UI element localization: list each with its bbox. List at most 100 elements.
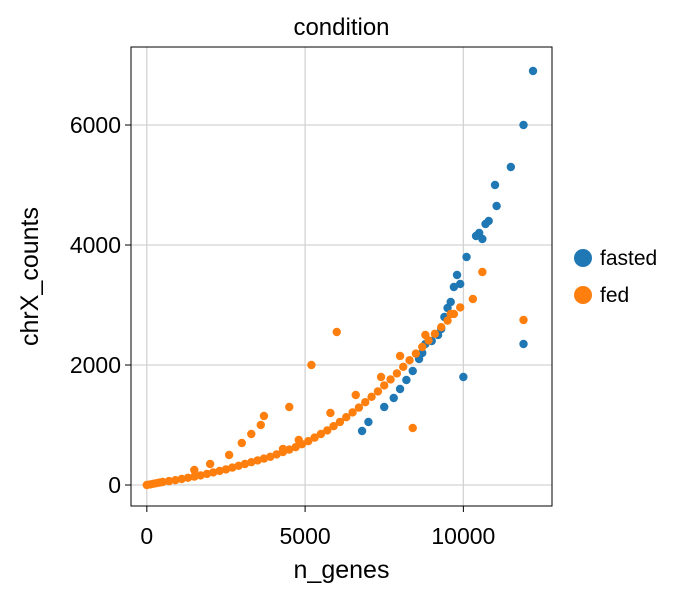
- point-fasted: [471, 231, 481, 241]
- legend-label-fed: fed: [600, 284, 629, 307]
- point-fed: [405, 356, 414, 365]
- point-fed: [307, 360, 316, 370]
- point-fed: [202, 469, 212, 479]
- point-fasted: [449, 282, 459, 292]
- point-fed: [205, 459, 215, 469]
- x-tick-label: 5000: [280, 523, 331, 549]
- point-fed: [446, 309, 455, 319]
- point-fed: [437, 323, 446, 332]
- point-fasted: [506, 162, 516, 172]
- series-fed: [142, 267, 528, 490]
- point-fed: [294, 435, 303, 445]
- point-fed: [373, 387, 383, 396]
- point-fed: [234, 461, 243, 470]
- point-fed: [519, 315, 528, 325]
- y-tick-label: 4000: [70, 232, 121, 258]
- point-fed: [190, 465, 199, 475]
- point-fed: [361, 398, 370, 407]
- point-fed: [310, 433, 319, 442]
- point-fed: [348, 408, 357, 417]
- point-fasted: [364, 417, 373, 427]
- series-fasted: [357, 66, 538, 436]
- point-fed: [376, 372, 386, 382]
- point-fed: [430, 329, 440, 338]
- point-fed: [266, 452, 275, 461]
- points-layer: [142, 66, 538, 490]
- chart-title: condition: [293, 14, 389, 41]
- y-tick-label: 0: [108, 472, 121, 498]
- point-fed: [171, 476, 180, 485]
- point-fed: [380, 381, 389, 390]
- point-fed: [272, 450, 281, 459]
- point-fed: [468, 294, 478, 304]
- point-fed: [386, 375, 395, 384]
- point-fed: [354, 403, 364, 412]
- y-tick-label: 6000: [70, 112, 121, 138]
- point-fasted: [380, 402, 389, 412]
- point-fed: [399, 362, 408, 371]
- point-fed: [411, 349, 421, 358]
- legend-label-fasted: fasted: [600, 247, 657, 270]
- point-fasted: [478, 234, 487, 244]
- y-tick-label: 2000: [70, 352, 121, 378]
- point-fed: [421, 330, 430, 340]
- point-fed: [326, 408, 335, 418]
- x-tick-label: 10000: [431, 523, 495, 549]
- point-fed: [392, 369, 402, 378]
- point-fasted: [452, 270, 462, 280]
- point-fed: [209, 468, 218, 477]
- point-fed: [221, 465, 231, 474]
- point-fasted: [519, 120, 528, 130]
- point-fed: [237, 438, 246, 448]
- point-fed: [158, 477, 167, 487]
- point-fed: [240, 459, 250, 469]
- point-fed: [456, 303, 465, 312]
- point-fed: [316, 429, 326, 439]
- point-fed: [183, 473, 193, 482]
- point-fasted: [462, 252, 471, 262]
- point-fed: [224, 450, 234, 460]
- point-fed: [278, 444, 288, 454]
- y-axis-ticks: 0 2000 4000 6000: [70, 112, 131, 498]
- point-fed: [291, 443, 300, 452]
- point-fed: [304, 437, 313, 446]
- x-tick-label: 0: [140, 523, 153, 549]
- point-fasted: [357, 426, 367, 436]
- point-fed: [177, 474, 186, 484]
- point-fed: [418, 342, 427, 352]
- point-fed: [329, 422, 338, 431]
- point-fed: [395, 351, 405, 361]
- point-fed: [351, 390, 360, 400]
- point-fasted: [389, 393, 398, 403]
- point-fed: [478, 267, 487, 277]
- legend: fasted fed: [574, 247, 657, 307]
- point-fasted: [492, 201, 501, 211]
- grid-layer: [131, 47, 552, 506]
- point-fed: [285, 402, 294, 412]
- y-axis-label: chrX_counts: [16, 207, 44, 346]
- point-fed: [196, 471, 205, 480]
- point-fed: [367, 392, 376, 401]
- point-fed: [259, 454, 269, 463]
- point-fed: [259, 411, 269, 421]
- point-fed: [332, 327, 341, 337]
- point-fed: [228, 463, 237, 472]
- x-axis-ticks: 0 5000 10000: [140, 506, 495, 549]
- point-fasted: [395, 384, 405, 394]
- point-fed: [215, 466, 224, 476]
- point-fasted: [408, 366, 417, 376]
- point-fed: [342, 413, 351, 422]
- plot-frame: [130, 46, 553, 507]
- point-fed: [190, 472, 199, 481]
- point-fasted: [528, 66, 538, 76]
- point-fasted: [490, 180, 500, 190]
- point-fed: [164, 476, 174, 486]
- point-fed: [408, 423, 417, 433]
- point-fasted: [519, 339, 528, 349]
- x-axis-label: n_genes: [294, 556, 390, 584]
- point-fed: [335, 417, 345, 427]
- legend-marker-fasted: [574, 249, 592, 267]
- point-fed: [247, 429, 256, 439]
- point-fed: [247, 458, 256, 467]
